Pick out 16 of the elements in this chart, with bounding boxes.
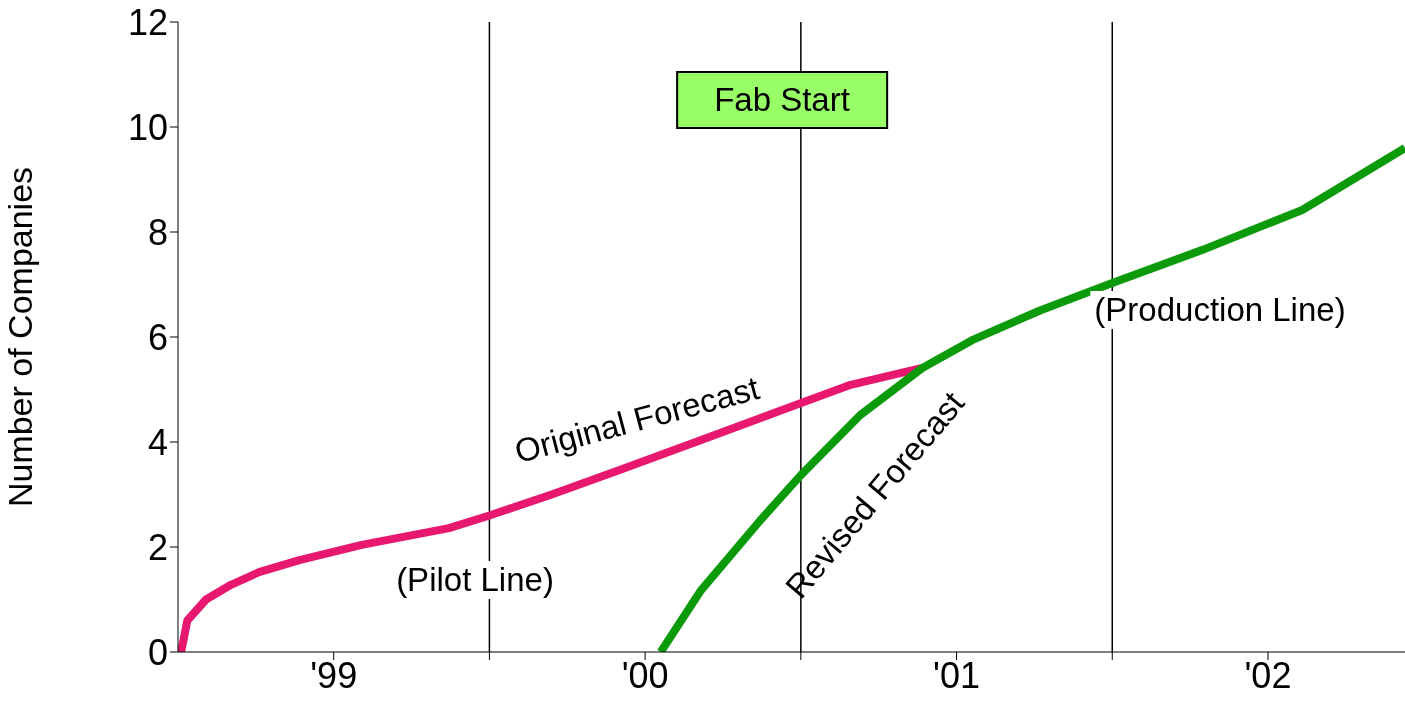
annotation: (Pilot Line) — [392, 561, 558, 599]
x-tick-label: '00 — [621, 654, 669, 696]
x-tick-label: '99 — [310, 654, 358, 696]
y-tick-label: 0 — [147, 631, 168, 673]
y-tick-label: 8 — [147, 211, 168, 253]
text: Original Forecast — [510, 369, 764, 471]
x-tick-label: '02 — [1244, 654, 1292, 696]
annotation: Fab Start — [676, 71, 888, 129]
y-tick-label: 2 — [147, 526, 168, 568]
y-tick-label: 12 — [127, 1, 168, 43]
y-axis-title: Number of Companies — [1, 166, 40, 508]
y-tick-label: 6 — [147, 316, 168, 358]
y-tick-label: 4 — [147, 421, 168, 463]
y-tick-label: 10 — [127, 106, 168, 148]
x-tick-label: '01 — [933, 654, 981, 696]
annotation: (Production Line) — [1090, 291, 1350, 329]
